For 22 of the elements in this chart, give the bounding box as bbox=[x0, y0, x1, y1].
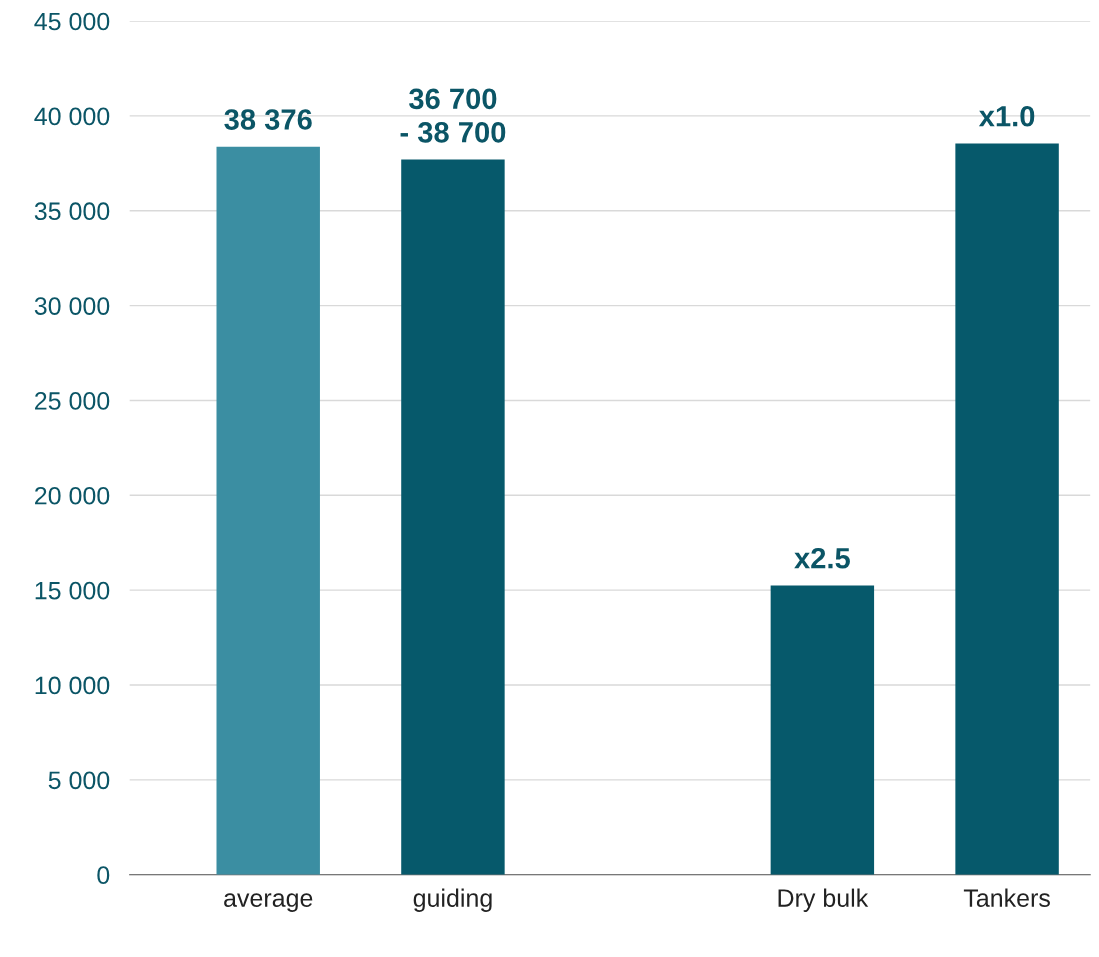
x-tick-label: guiding bbox=[413, 888, 492, 912]
y-tick-label: 0 bbox=[97, 866, 110, 884]
y-tick-label: 20 000 bbox=[35, 486, 110, 505]
y-tick-label: 30 000 bbox=[34, 297, 110, 315]
y-tick-label: 10 000 bbox=[35, 676, 110, 695]
data-label: 38 376 bbox=[224, 109, 312, 130]
y-tick-label: 40 000 bbox=[34, 107, 110, 126]
bar bbox=[401, 159, 505, 875]
y-tick-label: 25 000 bbox=[35, 392, 110, 410]
bar bbox=[955, 143, 1059, 875]
bar bbox=[216, 146, 320, 875]
annotation: 36 700 - 38 700 bbox=[400, 88, 506, 143]
x-tick-label: average bbox=[224, 893, 313, 912]
data-label: x2.5 bbox=[794, 547, 850, 569]
y-tick-label: 15 000 bbox=[35, 581, 110, 600]
y-tick-label: 45 000 bbox=[34, 12, 110, 31]
data-label: x1.0 bbox=[978, 105, 1035, 127]
y-tick-label: 35 000 bbox=[34, 202, 110, 221]
y-tick-label: 5 000 bbox=[48, 771, 110, 790]
bar bbox=[770, 585, 875, 875]
x-tick-label: Dry bulk bbox=[778, 888, 869, 912]
x-tick-label: Tankers bbox=[963, 888, 1050, 907]
